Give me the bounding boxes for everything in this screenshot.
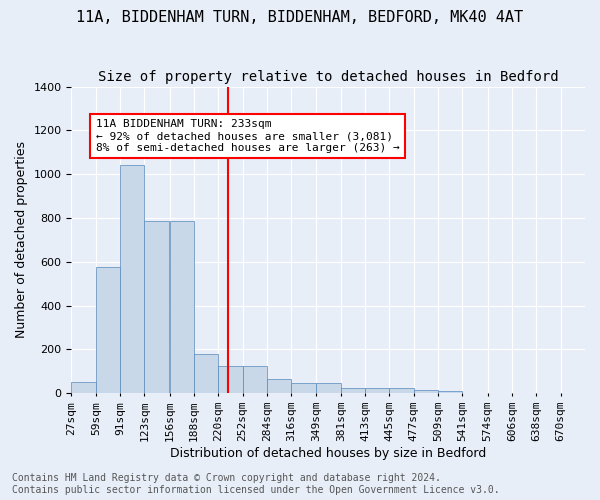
Text: 11A, BIDDENHAM TURN, BIDDENHAM, BEDFORD, MK40 4AT: 11A, BIDDENHAM TURN, BIDDENHAM, BEDFORD,… [76,10,524,25]
Bar [438,391,463,394]
Title: Size of property relative to detached houses in Bedford: Size of property relative to detached ho… [98,70,559,84]
Bar [170,222,194,394]
Bar [242,366,267,394]
Y-axis label: Number of detached properties: Number of detached properties [15,142,28,338]
Bar [341,388,365,394]
X-axis label: Distribution of detached houses by size in Bedford: Distribution of detached houses by size … [170,447,487,460]
Bar [218,366,242,394]
Text: Contains HM Land Registry data © Crown copyright and database right 2024.
Contai: Contains HM Land Registry data © Crown c… [12,474,500,495]
Bar [145,222,169,394]
Bar [120,166,145,394]
Bar [291,383,316,394]
Bar [71,382,96,394]
Bar [389,388,414,394]
Bar [316,383,341,394]
Bar [267,379,291,394]
Bar [194,354,218,394]
Bar [96,268,120,394]
Bar [414,390,438,394]
Bar [365,388,389,394]
Text: 11A BIDDENHAM TURN: 233sqm
← 92% of detached houses are smaller (3,081)
8% of se: 11A BIDDENHAM TURN: 233sqm ← 92% of deta… [96,120,400,152]
